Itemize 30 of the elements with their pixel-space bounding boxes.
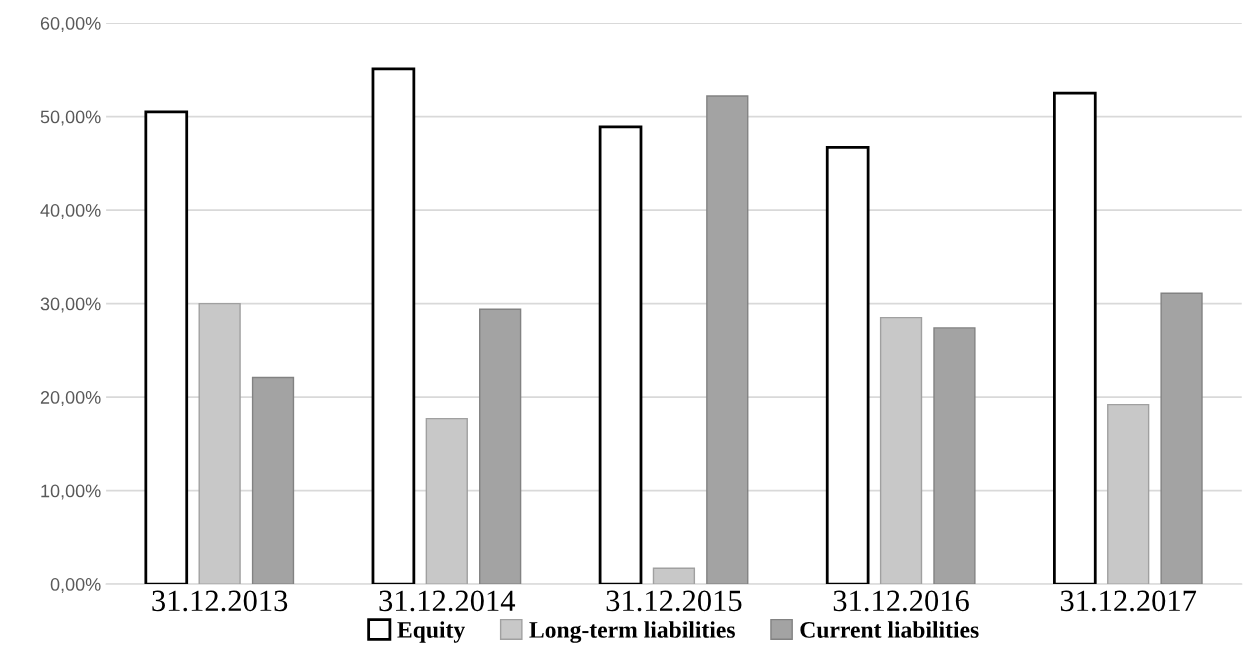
bar — [706, 95, 749, 585]
legend-label: Long-term liabilities — [529, 621, 735, 643]
x-tick-label: 31.12.2014 — [379, 590, 516, 612]
bar — [425, 417, 468, 585]
x-tick-label: 31.12.2015 — [606, 590, 742, 612]
bar — [652, 567, 696, 585]
bar — [1107, 403, 1150, 585]
y-tick-label: 40,00% — [40, 204, 101, 219]
bar — [198, 302, 241, 585]
bar — [598, 125, 643, 585]
y-tick-label: 20,00% — [40, 391, 101, 406]
x-tick-label: 31.12.2016 — [833, 590, 969, 612]
bar — [933, 327, 976, 585]
x-tick-label: 31.12.2017 — [1060, 590, 1197, 612]
y-tick-label: 60,00% — [40, 17, 101, 32]
y-tick-label: 0,00% — [50, 578, 101, 593]
bar — [251, 376, 295, 585]
bar — [371, 67, 416, 585]
bar — [1052, 91, 1097, 585]
bar — [1160, 292, 1203, 585]
y-tick-label: 50,00% — [40, 110, 101, 126]
bar — [825, 146, 870, 585]
bar — [879, 316, 923, 585]
bar — [479, 308, 522, 585]
bar — [144, 110, 189, 585]
x-tick-label: 31.12.2013 — [152, 590, 288, 612]
legend-label: Current liabilities — [800, 621, 979, 638]
y-tick-label: 30,00% — [40, 297, 101, 313]
legend-label: Equity — [397, 621, 465, 643]
y-tick-label: 10,00% — [41, 484, 101, 500]
